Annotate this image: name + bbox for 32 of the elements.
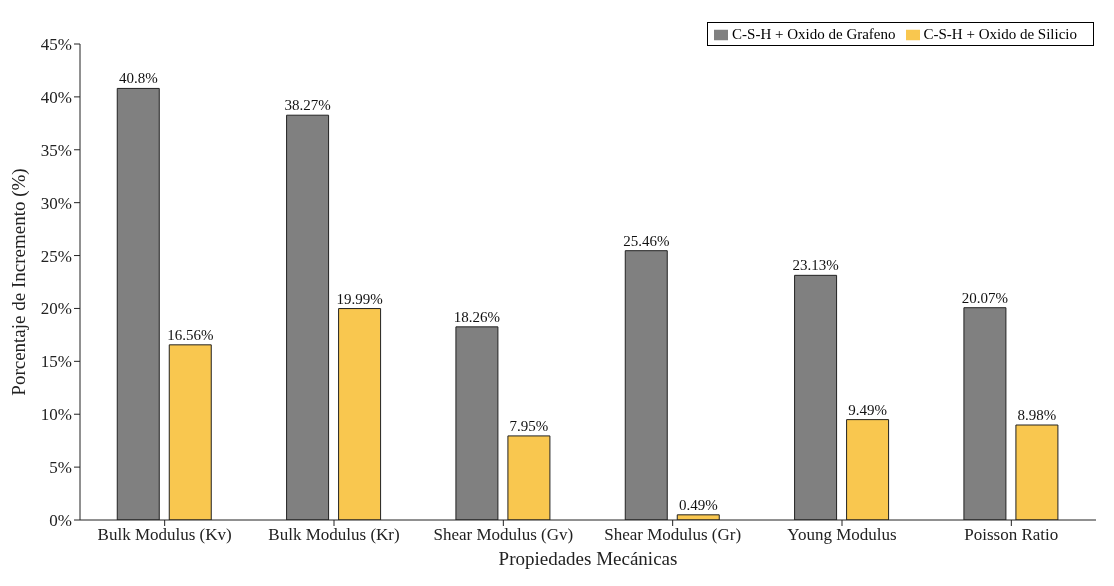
data-label: 23.13%	[792, 257, 839, 274]
data-label: 40.8%	[118, 70, 158, 87]
x-tick-label: Poisson Ratio	[964, 525, 1059, 545]
x-tick-label: Young Modulus	[787, 525, 897, 545]
data-label: 38.27%	[284, 97, 331, 114]
x-tick-label: Bulk Modulus (Kv)	[97, 525, 232, 545]
y-tick-label: 30%	[40, 193, 72, 213]
x-tick-label: Bulk Modulus (Kr)	[268, 525, 400, 545]
y-tick-label: 35%	[40, 140, 72, 160]
data-label: 7.95%	[509, 417, 549, 434]
data-label: 16.56%	[167, 326, 214, 343]
y-tick-label: 25%	[40, 246, 72, 266]
y-tick-label: 0%	[49, 511, 72, 531]
data-label: 9.49%	[848, 401, 887, 418]
data-label: 19.99%	[336, 290, 383, 307]
y-tick-label: 5%	[49, 458, 72, 478]
data-label: 25.46%	[623, 232, 670, 249]
y-axis-title: Porcentaje de Incremento (%)	[7, 168, 30, 396]
x-tick-label: Shear Modulus (Gr)	[604, 525, 742, 545]
x-tick-label: Shear Modulus (Gv)	[433, 525, 574, 545]
legend-label: C-S-H + Oxido de Grafeno	[732, 26, 896, 42]
data-label: 20.07%	[961, 289, 1009, 306]
y-tick-label: 45%	[40, 35, 72, 55]
data-label: 8.98%	[1017, 407, 1057, 424]
y-tick-label: 20%	[40, 299, 72, 319]
y-tick-label: 15%	[40, 352, 72, 372]
y-tick-label: 40%	[40, 87, 72, 107]
legend-label: C-S-H + Oxido de Silicio	[923, 26, 1077, 42]
y-tick-label: 10%	[40, 405, 72, 425]
x-axis-title: Propiedades Mecánicas	[498, 548, 678, 570]
data-label: 18.26%	[453, 308, 501, 325]
data-label: 0.49%	[678, 496, 718, 513]
